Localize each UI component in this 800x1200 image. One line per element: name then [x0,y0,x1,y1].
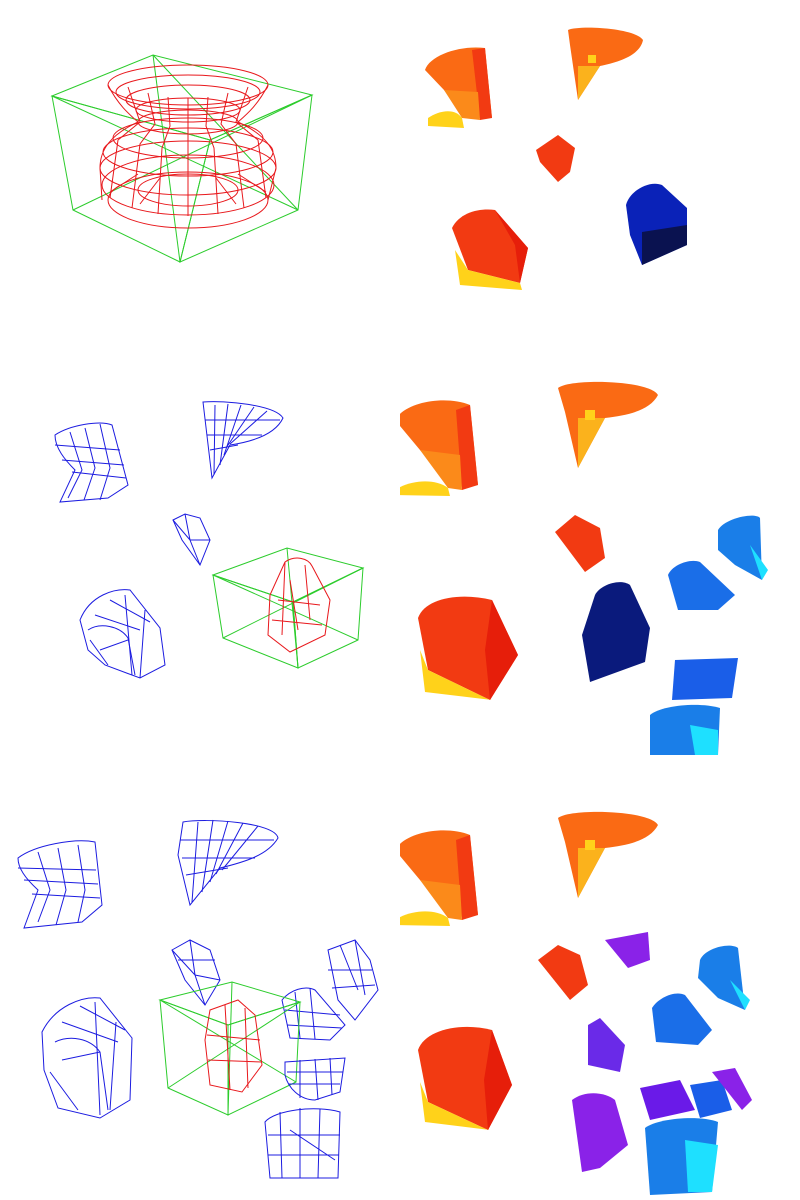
vase-wireframe-with-bbox [50,54,314,263]
fragment-shaded [712,1068,752,1110]
bounding-box-wireframe [211,547,365,669]
fragment-shaded [640,1080,695,1120]
fragment-shaded [718,515,768,580]
row-2-wireframe-panel [0,390,400,720]
fragment-wireframe [177,819,279,907]
fragment-shaded [690,1080,732,1118]
fragment-wireframe [171,939,221,1006]
row-1-shaded-panel [400,0,800,300]
fragment-wireframe [202,401,284,480]
fragment-shaded [418,596,518,700]
fragment-shaded [582,582,650,682]
fragment-wireframe [54,422,129,503]
fragment-wireframe [264,1108,341,1179]
row-3-wireframe-panel [0,810,400,1190]
fragment-wireframe [327,939,379,1021]
fragment-shaded [536,135,575,182]
fragment-shaded [645,1118,718,1195]
fragment-shaded [626,183,687,265]
fragment-shaded [672,658,738,700]
bounding-box-wireframe [50,54,314,263]
fragment-wireframe [281,987,346,1041]
fragment-wireframe [284,1057,346,1101]
row-2-shaded-panel [400,370,800,760]
row-3-shaded-panel [400,800,800,1200]
fragment-wireframe-highlighted [267,557,331,653]
fragment-shaded [605,932,650,968]
fragment-shaded [418,1026,512,1130]
fragments-wireframe-row-2 [54,401,365,679]
fragment-wireframe-highlighted [204,999,263,1093]
fragment-wireframe [41,997,133,1119]
fragment-shaded [555,515,605,572]
fragment-shaded [558,381,658,468]
bounding-box-wireframe [158,981,302,1116]
fragment-shaded [668,560,735,610]
shaded-fragments-row-1 [425,27,687,290]
vase-wireframe [99,64,277,229]
row-1-wireframe-panel [0,0,400,300]
fragment-shaded [650,704,720,755]
shaded-fragments-row-2 [400,381,768,755]
fragment-wireframe [172,513,211,567]
fragment-wireframe [17,840,103,929]
fragment-shaded [698,945,750,1010]
fragment-shaded [558,811,658,898]
fragments-wireframe-row-3 [17,819,379,1179]
fragment-shaded [425,47,492,128]
fragment-wireframe [79,589,166,679]
fragment-shaded [652,993,712,1045]
shaded-fragments-row-3 [400,811,752,1195]
fragment-shaded [400,830,478,926]
fragment-shaded [568,27,643,101]
fragment-shaded [538,945,588,1000]
fragment-shaded [452,209,528,290]
fragment-shaded [572,1093,628,1172]
fragment-shaded [588,1018,625,1072]
fragment-shaded [400,400,478,496]
